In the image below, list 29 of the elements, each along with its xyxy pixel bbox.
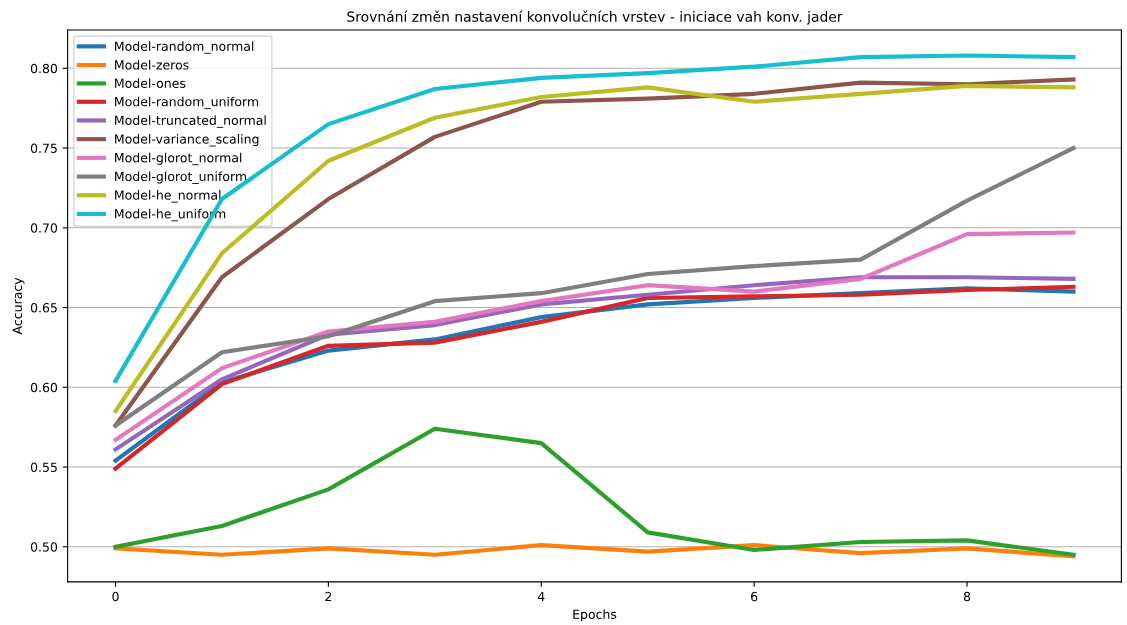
y-tick-label: 0.80 — [30, 63, 58, 74]
legend-label: Model-glorot_uniform — [115, 171, 247, 184]
legend-label: Model-he_normal — [115, 190, 221, 203]
x-tick-label: 4 — [537, 591, 545, 602]
x-axis-title: Epochs — [573, 609, 617, 622]
x-tick-label: 8 — [963, 591, 971, 602]
line-series — [113, 145, 1076, 428]
chart-title: Srovnání změn nastavení konvolučních vrstev - iniciace vah konv. jader — [347, 10, 843, 25]
legend-label: Model-truncated_normal — [115, 115, 266, 128]
x-tick-label: 2 — [325, 591, 332, 602]
line-series — [113, 426, 1076, 557]
y-tick-label: 0.75 — [30, 143, 57, 153]
legend-label: Model-random_uniform — [115, 96, 259, 110]
legend-label: Model-ones — [115, 78, 186, 88]
y-axis-title: Accuracy — [12, 277, 25, 335]
x-tick-label: 6 — [751, 591, 758, 602]
legend-label: Model-glorot_normal — [115, 152, 242, 166]
legend-label: Model-zeros — [115, 59, 189, 70]
y-tick-label: 0.60 — [30, 382, 58, 393]
y-tick-label: 0.70 — [30, 223, 58, 233]
legend-label: Model-variance_scaling — [115, 134, 259, 147]
y-tick-label: 0.50 — [30, 542, 58, 552]
legend-label: Model-random_normal — [115, 41, 254, 54]
line-series — [113, 53, 1076, 383]
y-tick-label: 0.65 — [30, 303, 57, 313]
x-tick-label: 0 — [112, 591, 119, 602]
line-series — [113, 230, 1076, 443]
y-tick-label: 0.55 — [30, 462, 57, 472]
line-series — [113, 543, 1076, 559]
